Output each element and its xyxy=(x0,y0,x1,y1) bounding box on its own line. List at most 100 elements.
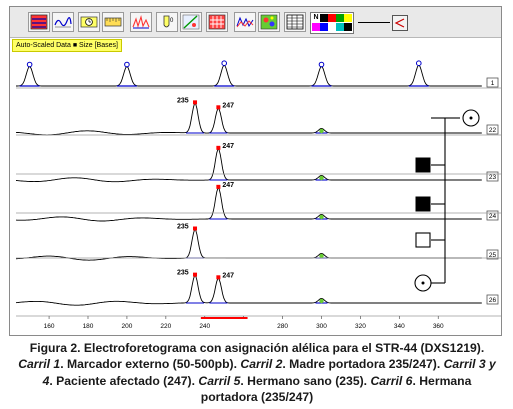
green-peak-marker xyxy=(319,175,324,181)
caption-text-2: . Marcador externo (50-500pb). xyxy=(60,357,241,372)
figure-caption: Figura 2. Electroforetograma con asignac… xyxy=(14,340,500,406)
x-tick-label: 280 xyxy=(277,323,288,330)
caption-lane-2: Carril 2 xyxy=(240,357,283,372)
overlay-panels-tool-button[interactable] xyxy=(28,12,50,32)
green-peak-marker xyxy=(319,128,324,134)
toolbar: 0 xyxy=(10,7,501,38)
color-swatch[interactable] xyxy=(328,23,336,31)
lane-number-box xyxy=(486,294,499,305)
color-swatch[interactable] xyxy=(328,14,336,22)
table-icon xyxy=(286,14,304,30)
grid-icon xyxy=(208,14,226,30)
allele-marker xyxy=(193,100,198,105)
x-tick-label: 200 xyxy=(121,323,132,330)
lane-number: 24 xyxy=(489,213,497,220)
lane-number: 25 xyxy=(489,252,497,259)
color-swatch[interactable] xyxy=(336,14,344,22)
size-standard-marker xyxy=(318,61,325,68)
x-tick-label: 180 xyxy=(83,323,94,330)
allele-label: 235 xyxy=(177,224,189,231)
lane-number-box xyxy=(486,210,499,221)
color-swatch[interactable] xyxy=(336,23,344,31)
caption-text-1: Figura 2. Electroforetograma con asignac… xyxy=(29,341,485,355)
clock-tool-button[interactable] xyxy=(78,12,100,32)
allele-marker xyxy=(193,226,198,231)
size-standard-marker xyxy=(415,60,422,67)
svg-text:0: 0 xyxy=(170,18,174,24)
grid-tool-button[interactable] xyxy=(206,12,228,32)
peaks-icon xyxy=(132,14,150,29)
lane-number-box xyxy=(486,77,499,88)
multi-trace-icon xyxy=(236,16,254,28)
zoom-tool-button[interactable] xyxy=(180,12,202,32)
x-tick-label: 320 xyxy=(355,323,366,330)
tube-icon: 0 xyxy=(163,15,174,28)
caption-lane-6: Carril 6 xyxy=(370,373,413,388)
healthy-male-symbol xyxy=(415,232,431,248)
affected-male-symbol xyxy=(415,157,431,173)
zoom-icon xyxy=(182,14,200,30)
lane-number: 23 xyxy=(489,174,497,181)
lane-trace xyxy=(15,187,482,222)
allele-marker xyxy=(193,272,198,277)
lane-number: 26 xyxy=(489,297,497,304)
ruler-tool-button[interactable] xyxy=(102,12,124,32)
lane-trace xyxy=(15,148,482,183)
allele-label: 247 xyxy=(222,272,234,279)
x-tick-label: 340 xyxy=(394,323,405,330)
status-option: Size [Bases] xyxy=(79,42,118,49)
allele-label: 247 xyxy=(222,143,234,150)
color-swatch[interactable] xyxy=(312,23,320,31)
lane-number: 22 xyxy=(489,127,497,134)
allele-label: 235 xyxy=(177,270,189,277)
ruler-icon xyxy=(104,17,122,27)
color-swatch[interactable] xyxy=(344,14,352,22)
lane-number-box xyxy=(486,249,499,260)
size-standard-marker xyxy=(26,61,33,68)
status-bullet: ■ xyxy=(72,42,80,49)
lane-number: 1 xyxy=(491,80,495,87)
carrier-dot xyxy=(469,116,473,120)
peaks-tool-button[interactable] xyxy=(130,12,152,32)
color-swatch[interactable] xyxy=(320,14,328,22)
allele-marker xyxy=(216,275,221,280)
allele-label: 235 xyxy=(177,97,189,104)
lane-number-box xyxy=(486,171,499,182)
color-palette[interactable]: N xyxy=(310,12,354,34)
slider-track xyxy=(358,22,390,23)
clock-icon xyxy=(80,16,98,28)
x-tick-label: 220 xyxy=(160,323,171,330)
caption-text-5: . Hermano sano (235). xyxy=(240,373,371,388)
status-label: Auto-Scaled Data xyxy=(16,42,71,49)
green-peak-marker xyxy=(319,298,324,304)
multi-trace-tool-button[interactable] xyxy=(234,12,256,32)
allele-label: 247 xyxy=(222,102,234,109)
x-tick-label: 160 xyxy=(44,323,55,330)
color-swatch[interactable] xyxy=(320,23,328,31)
color-swatch[interactable] xyxy=(344,23,352,31)
slider-handle[interactable] xyxy=(392,15,408,31)
allele-label: 247 xyxy=(222,182,234,189)
caption-lane-1: Carril 1 xyxy=(18,357,61,372)
trace-tool-button[interactable] xyxy=(52,12,74,32)
status-bar: Auto-Scaled Data ■ Size [Bases] xyxy=(12,39,122,52)
lane-trace xyxy=(15,102,482,136)
caption-lane-3-4: Carril 3 y 4 xyxy=(42,357,496,388)
table-tool-button[interactable] xyxy=(284,12,306,32)
trace-icon xyxy=(54,17,72,28)
arrow-left-icon xyxy=(394,18,405,28)
size-standard-marker xyxy=(221,60,228,67)
lane-trace xyxy=(15,275,482,306)
allele-marker xyxy=(216,105,221,110)
affected-male-symbol xyxy=(415,196,431,212)
lane-number-box xyxy=(486,124,499,135)
green-peak-marker xyxy=(319,214,324,220)
allele-marker xyxy=(216,184,221,189)
size-standard-marker xyxy=(124,61,130,68)
pattern-icon xyxy=(260,14,278,30)
pattern-tool-button[interactable] xyxy=(258,12,280,32)
tube-tool-button[interactable]: 0 xyxy=(156,12,178,32)
caption-text-3: . Madre portadora 235/247). xyxy=(282,357,444,372)
x-tick-label: 360 xyxy=(433,323,444,330)
